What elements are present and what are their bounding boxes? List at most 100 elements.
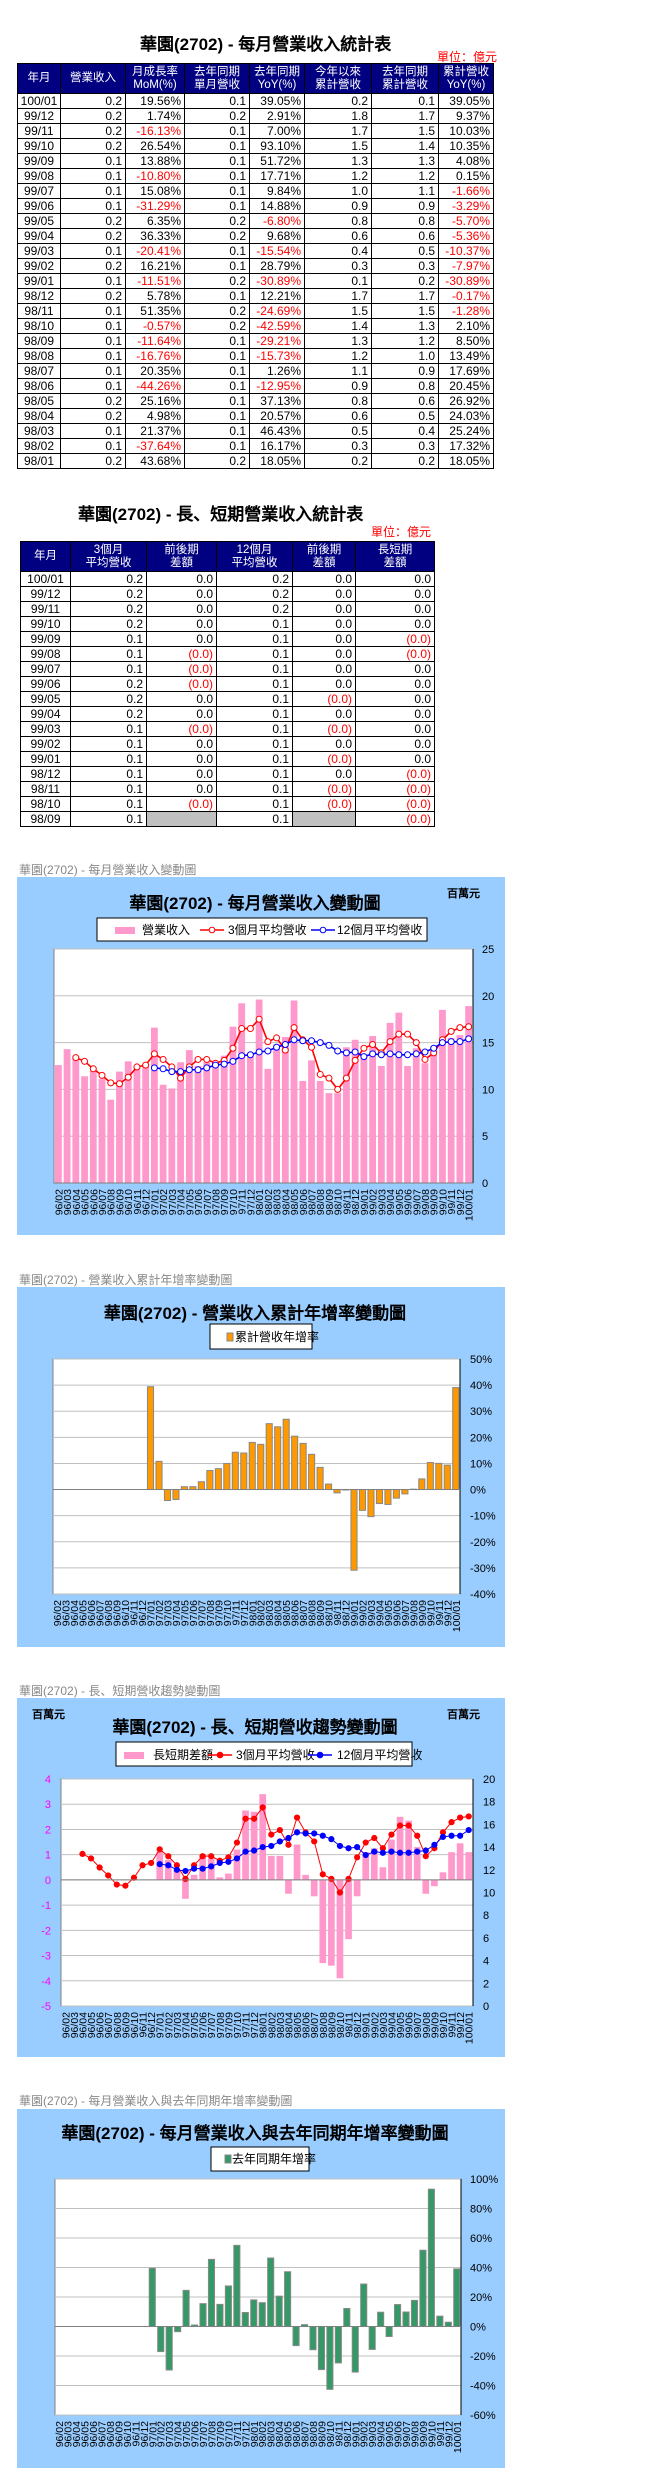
value-cell: 0.2 <box>60 258 126 274</box>
value-cell: -11.64% <box>125 333 185 349</box>
bar-98/07 <box>299 1442 307 1491</box>
table-row: 99/11 0.2 0.0 0.2 0.0 0.0 <box>20 601 435 617</box>
x-tick-label: 96/09 <box>112 1600 124 1626</box>
line-point <box>242 1815 249 1822</box>
line-point <box>177 1068 185 1076</box>
bar-97/01 <box>146 1386 155 1491</box>
x-tick-label: 98/04 <box>273 1600 285 1626</box>
line-point <box>447 1038 455 1046</box>
x-tick-label: 97/11 <box>241 2012 253 2038</box>
value-cell: 0.2 <box>216 586 293 602</box>
month-cell: 99/11 <box>17 123 61 139</box>
value-cell: 0.6 <box>371 228 439 244</box>
bar-98/10 <box>325 1483 333 1491</box>
value-cell: 1.8 <box>304 108 372 124</box>
bar-98/11 <box>333 1489 341 1494</box>
bar-99/07 <box>401 1489 409 1495</box>
y-tick-label: -40% <box>470 2381 496 2393</box>
value-cell: 1.5 <box>304 138 372 154</box>
bar-97/12 <box>250 1811 258 1880</box>
y-tick-label: 50% <box>470 1354 492 1366</box>
value-cell: (0.0) <box>146 661 217 677</box>
x-tick-label: 97/02 <box>154 1600 166 1626</box>
table-row: 99/07 0.1 (0.0) 0.1 0.0 0.0 <box>20 661 435 677</box>
value-cell: 0.1 <box>216 691 293 707</box>
y-tick-label: 20% <box>470 1432 492 1444</box>
line-point <box>421 1048 429 1056</box>
line-point <box>404 1030 412 1038</box>
y-left-tick-label: -3 <box>41 1951 51 1963</box>
plot-area <box>53 948 474 1184</box>
line-point <box>159 1055 167 1063</box>
column-header-text: YoY(%) <box>446 78 486 91</box>
x-tick-label: 97/12 <box>249 2012 261 2038</box>
value-cell: 9.68% <box>249 228 305 244</box>
value-cell: 0.1 <box>184 363 250 379</box>
value-cell: 1.3 <box>371 318 439 334</box>
x-tick-label: 99/03 <box>378 2012 390 2038</box>
value-cell: 0.1 <box>304 273 372 289</box>
x-tick-label: 99/09 <box>417 1600 429 1626</box>
chart-title: 華園(2702) - 每月營業收入變動圖 <box>129 893 380 913</box>
bar-97/11 <box>242 1810 249 1880</box>
value-cell: 1.0 <box>371 348 439 364</box>
bar-97/08 <box>207 2258 216 2327</box>
y-tick-label: 6 <box>483 1933 489 1945</box>
x-tick-label: 98/02 <box>256 1600 268 1626</box>
y-left-tick-label: -5 <box>41 2001 51 2013</box>
column-header: 長短期 差額 <box>355 541 435 572</box>
table-row: 99/12 0.2 1.74% 0.2 2.91% 1.8 1.7 9.37% <box>17 108 494 124</box>
value-cell <box>146 811 217 827</box>
value-cell: 20.57% <box>249 408 305 424</box>
bar-99/03 <box>379 1867 387 1880</box>
line-point <box>371 1834 378 1842</box>
bar-98/01 <box>248 1441 256 1491</box>
value-cell: 8.50% <box>438 333 494 349</box>
column-header-text: 去年同期 <box>254 65 300 78</box>
bar-97/11 <box>231 1451 239 1491</box>
table-row: 99/10 0.2 0.0 0.1 0.0 0.0 <box>20 616 435 632</box>
x-tick-label: 98/08 <box>308 2421 320 2447</box>
line-point <box>142 1061 150 1069</box>
bar-98/08 <box>308 1453 316 1491</box>
month-cell: 99/11 <box>20 601 71 617</box>
x-tick-label: 99/05 <box>395 2012 407 2038</box>
x-tick-label: 98/08 <box>307 1600 319 1626</box>
table-row: 99/02 0.1 0.0 0.1 0.0 0.0 <box>20 736 435 752</box>
bar-99/01 <box>360 1056 368 1183</box>
bar-99/07 <box>413 1847 421 1880</box>
monthly-table-unit: 單位：億元 <box>437 50 498 64</box>
x-tick-label: 99/10 <box>425 1600 437 1626</box>
value-cell: 17.69% <box>438 363 494 379</box>
bar-99/09 <box>418 1478 426 1491</box>
column-header-text: 前後期 <box>164 543 199 556</box>
line-point <box>395 1030 403 1038</box>
y-tick-label: 0% <box>470 2322 486 2334</box>
series-line-1 <box>75 1017 469 1091</box>
x-tick-label: 99/05 <box>383 1600 395 1626</box>
y-tick-label: 15 <box>482 1038 494 1050</box>
bar-98/12 <box>351 1039 359 1183</box>
bar-98/08 <box>319 1879 327 1964</box>
line-point <box>386 1050 394 1058</box>
bar-99/05 <box>384 1489 392 1505</box>
table-row: 98/04 0.2 4.98% 0.1 20.57% 0.6 0.5 24.03% <box>17 408 494 424</box>
x-tick-label: 96/04 <box>69 1600 81 1626</box>
value-cell: -15.73% <box>249 348 305 364</box>
x-tick-label: 97/06 <box>190 2421 202 2447</box>
value-cell: 0.1 <box>216 766 293 782</box>
bar-98/02 <box>257 1443 265 1491</box>
plot-area <box>52 1358 461 1595</box>
x-tick-label: 99/12 <box>442 1600 454 1626</box>
x-tick-label: 98/01 <box>249 2421 261 2447</box>
x-tick-label: 97/09 <box>219 1189 231 1215</box>
bar-98/03 <box>273 1044 280 1183</box>
value-cell: -0.57% <box>125 318 185 334</box>
x-tick-label: 98/03 <box>272 1189 284 1215</box>
column-header-text: YoY(%) <box>257 78 297 91</box>
column-header-text: 年月 <box>34 550 57 562</box>
x-tick-label: 99/10 <box>437 1189 449 1215</box>
trend-table-unit: 單位：億元 <box>371 525 432 539</box>
table-row: 99/06 0.2 (0.0) 0.1 0.0 0.0 <box>20 676 435 692</box>
bar-98/04 <box>281 1036 289 1183</box>
